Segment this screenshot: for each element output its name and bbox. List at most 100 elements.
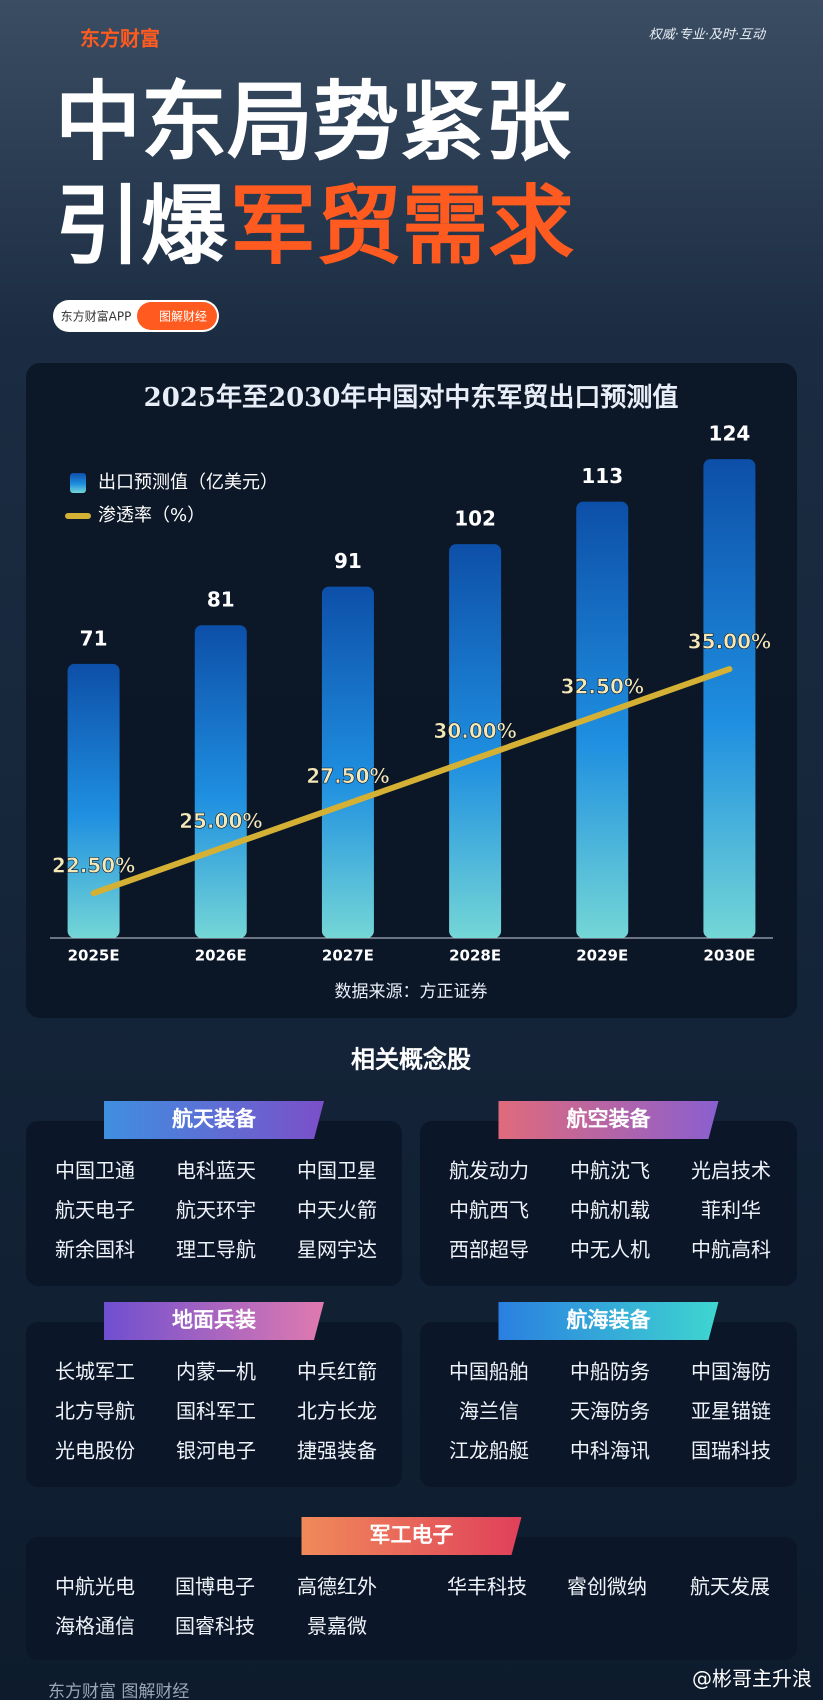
x-tick-label: 2026E: [195, 947, 247, 965]
line-value-label: 22.50%: [52, 854, 135, 878]
stock-name: 睿创微纳: [567, 1575, 647, 1599]
stock-name: 国科军工: [176, 1399, 256, 1423]
bar-value-label: 113: [581, 464, 623, 488]
stock-name: 西部超导: [449, 1238, 529, 1262]
title-line2-white: 引爆: [55, 176, 228, 276]
stock-name: 华丰科技: [447, 1575, 527, 1599]
line: [90, 666, 733, 897]
bar-value-label: 81: [207, 588, 235, 612]
stock-name: 海格通信: [55, 1614, 135, 1638]
concept-group-name: 航海装备: [567, 1308, 652, 1332]
x-tick-label: 2025E: [68, 947, 120, 965]
concept-card: [420, 1322, 797, 1487]
stock-name: 国瑞科技: [691, 1439, 771, 1463]
chart-panel: [26, 363, 797, 1018]
concept-tab: [301, 1517, 522, 1555]
stock-name: 中国船舶: [449, 1360, 529, 1384]
concept-group-name: 航空装备: [567, 1107, 652, 1131]
x-tick-label: 2030E: [703, 947, 755, 965]
brand: 东方财富: [80, 27, 160, 51]
title-line2-orange: 军贸需求: [230, 176, 574, 276]
stock-name: 北方导航: [55, 1399, 135, 1423]
stock-name: 中航高科: [691, 1238, 771, 1262]
concept-card: [26, 1322, 402, 1487]
concept-card: [420, 1121, 797, 1286]
stock-name: 江龙船艇: [449, 1439, 529, 1463]
footer-brand: 东方财富 图解财经: [48, 1682, 189, 1700]
legend-label: 渗透率（%）: [98, 505, 205, 526]
concept-group-name: 军工电子: [370, 1523, 454, 1547]
stock-name: 航天电子: [55, 1198, 135, 1222]
stock-name: 长城军工: [55, 1360, 135, 1384]
stock-name: 中船防务: [570, 1360, 650, 1384]
stock-name: 海兰信: [459, 1399, 519, 1423]
stock-name: 航天环宇: [176, 1198, 256, 1222]
stock-name: 光启技术: [691, 1159, 771, 1183]
bar: [576, 501, 629, 938]
title-line1: 中东局势紧张: [55, 72, 571, 172]
slogan: 权威·专业·及时·互动: [649, 28, 767, 43]
bar: [449, 544, 502, 938]
weibo: @彬哥主升浪: [692, 1667, 812, 1691]
stock-name: 中兵红箭: [297, 1360, 377, 1384]
stock-name: 中航沈飞: [570, 1159, 650, 1183]
line-value-label: 35.00%: [688, 630, 771, 654]
stock-name: 天海防务: [570, 1399, 650, 1423]
x-tick-label: 2029E: [576, 947, 628, 965]
stock-name: 中国海防: [691, 1360, 771, 1384]
concept-card: [26, 1537, 797, 1660]
pill-tag: [137, 302, 217, 330]
concept-tab: [498, 1302, 719, 1340]
concept-tab: [104, 1101, 324, 1139]
legend-swatch: [70, 473, 86, 493]
stock-name: 新余国科: [55, 1238, 135, 1262]
stock-name: 北方长龙: [297, 1399, 377, 1423]
stock-name: 菲利华: [701, 1198, 761, 1222]
bar: [194, 625, 247, 938]
tag-label: 图解财经: [159, 310, 207, 324]
stock-name: 航发动力: [449, 1159, 529, 1183]
x-tick-label: 2028E: [449, 947, 501, 965]
bar-value-label: 124: [709, 422, 751, 446]
line-value-label: 25.00%: [179, 809, 262, 833]
line-value-label: 27.50%: [306, 764, 389, 788]
stock-name: 中天火箭: [297, 1198, 377, 1222]
concept-group-name: 航天装备: [172, 1107, 257, 1131]
stock-name: 中国卫通: [55, 1159, 135, 1183]
stock-name: 电科蓝天: [176, 1159, 256, 1183]
stock-name: 国博电子: [175, 1575, 255, 1599]
bar-value-label: 91: [334, 549, 362, 573]
chart-title: 2025年至2030年中国对中东军贸出口预测值: [144, 382, 679, 413]
stock-name: 理工导航: [176, 1238, 256, 1262]
app-label: 东方财富APP: [61, 309, 132, 324]
stock-name: 中航光电: [55, 1575, 135, 1599]
line-value-label: 32.50%: [561, 674, 644, 698]
bar: [703, 459, 756, 938]
bar-value-label: 102: [454, 507, 496, 531]
concept-tab: [104, 1302, 324, 1340]
stock-name: 内蒙一机: [176, 1360, 256, 1384]
bar: [321, 586, 374, 938]
source: 数据来源：方正证券: [335, 982, 488, 1002]
stock-name: 国睿科技: [175, 1614, 255, 1638]
stock-name: 中航西飞: [449, 1198, 529, 1222]
concepts-title: 相关概念股: [351, 1045, 471, 1074]
bar: [67, 663, 120, 938]
concept-card: [26, 1121, 402, 1286]
bar-value-label: 71: [80, 626, 108, 650]
stock-name: 银河电子: [176, 1439, 256, 1463]
stock-name: 景嘉微: [307, 1614, 367, 1638]
stock-name: 光电股份: [55, 1439, 135, 1463]
stock-name: 星网宇达: [297, 1238, 377, 1262]
x-tick-label: 2027E: [322, 947, 374, 965]
line-value-label: 30.00%: [433, 719, 516, 743]
stock-name: 航天发展: [690, 1575, 770, 1599]
concept-tab: [498, 1101, 719, 1139]
concept-group-name: 地面兵装: [172, 1308, 256, 1332]
stock-name: 中航机载: [570, 1198, 650, 1222]
stock-name: 中无人机: [570, 1238, 650, 1262]
stock-name: 中国卫星: [297, 1159, 377, 1183]
stock-name: 捷强装备: [297, 1439, 377, 1463]
